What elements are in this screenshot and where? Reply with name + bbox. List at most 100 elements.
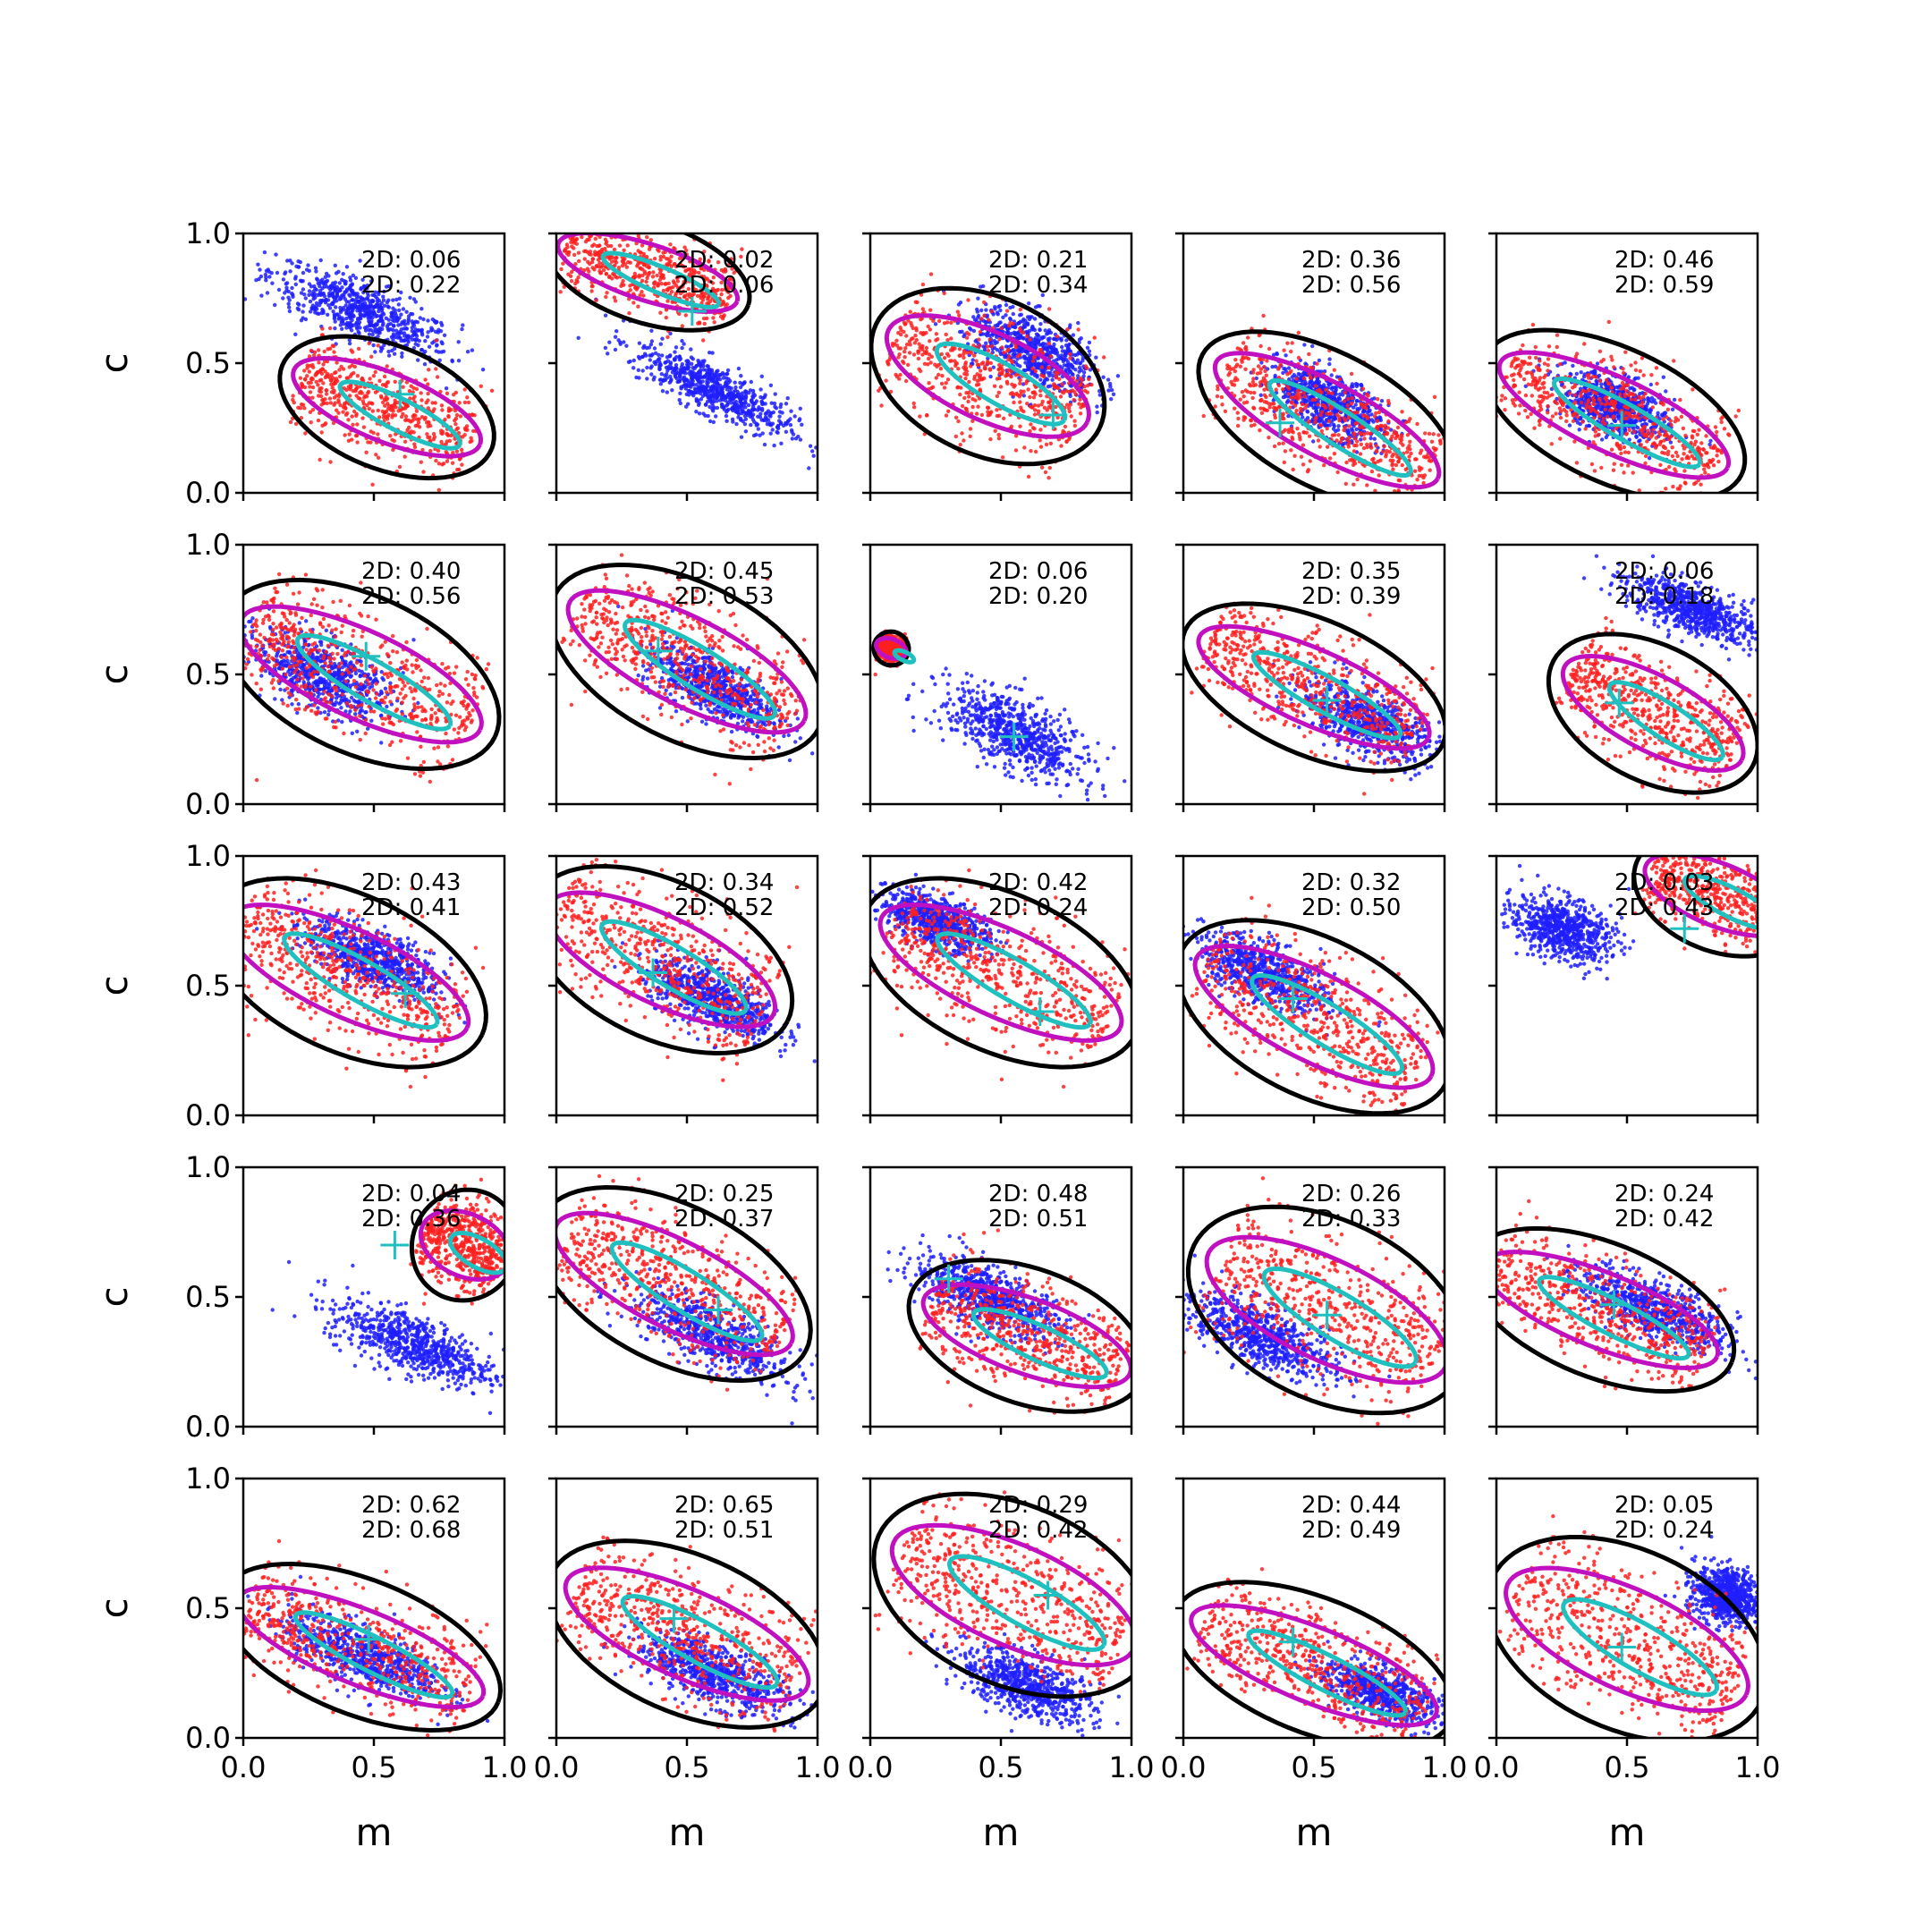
blue-point [402, 338, 407, 343]
blue-point [265, 291, 270, 295]
red-point [310, 377, 315, 381]
red-point [929, 386, 934, 391]
red-point [357, 391, 362, 395]
blue-point [746, 402, 751, 408]
red-point [1386, 498, 1390, 502]
red-point [922, 361, 928, 366]
blue-point [395, 316, 400, 321]
blue-point [719, 386, 724, 391]
blue-point [682, 342, 686, 346]
red-point [986, 405, 991, 411]
blue-point [694, 399, 699, 403]
red-point [934, 332, 939, 336]
red-point [1018, 400, 1022, 404]
blue-point [1045, 345, 1049, 350]
red-point [903, 346, 908, 351]
red-point [471, 428, 476, 433]
red-point [1259, 411, 1265, 415]
red-point [1281, 429, 1285, 434]
blue-point [404, 343, 410, 348]
red-point [720, 288, 724, 292]
blue-point [1372, 436, 1377, 441]
red-point [327, 346, 333, 351]
red-point [903, 378, 909, 384]
red-point [587, 217, 590, 221]
red-point [593, 252, 597, 257]
red-point [641, 251, 646, 257]
red-point [1419, 466, 1424, 470]
red-point [562, 284, 566, 289]
blue-point [331, 309, 335, 314]
blue-scatter-series [243, 250, 504, 393]
red-point [599, 199, 603, 202]
blue-point [631, 366, 636, 370]
blue-point [294, 264, 299, 268]
blue-point [698, 368, 703, 373]
red-point [986, 348, 991, 353]
blue-point [402, 334, 407, 338]
red-point [1040, 399, 1045, 404]
black-contour [556, 233, 752, 333]
red-point [1325, 427, 1329, 431]
red-point [305, 366, 309, 370]
red-point [669, 290, 674, 294]
blue-point [344, 322, 349, 327]
blue-point [287, 309, 292, 314]
red-point [956, 367, 961, 371]
red-point [1372, 414, 1377, 419]
red-point [939, 352, 945, 357]
red-point [573, 262, 578, 267]
blue-point [1321, 385, 1326, 390]
red-point [360, 377, 365, 382]
red-point [585, 225, 589, 228]
blue-point [308, 309, 313, 314]
red-point [1048, 354, 1054, 359]
blue-point [461, 323, 465, 327]
red-point [439, 403, 445, 408]
blue-point [1080, 359, 1085, 363]
red-point [691, 292, 696, 296]
red-point [355, 374, 360, 378]
blue-point [1063, 351, 1068, 356]
red-point [640, 243, 645, 248]
blue-point [386, 284, 391, 289]
red-point [647, 271, 651, 275]
blue-point [370, 311, 376, 316]
blue-point [636, 368, 640, 372]
red-point [376, 455, 381, 460]
red-point [298, 406, 303, 411]
red-point [899, 328, 903, 333]
blue-point [406, 317, 411, 321]
red-point [1030, 366, 1035, 371]
red-point [924, 350, 929, 354]
red-point [658, 254, 663, 259]
y-tick-label: 0.0 [185, 476, 231, 510]
blue-point [348, 320, 352, 325]
blue-point [1030, 371, 1034, 376]
red-point [675, 279, 681, 284]
blue-point [394, 328, 399, 333]
blue-point [299, 318, 304, 323]
cyan-contour [337, 379, 462, 451]
red-point [312, 350, 318, 354]
red-point [953, 434, 959, 439]
blue-point [1333, 415, 1337, 419]
red-point [916, 356, 921, 361]
red-point [674, 291, 679, 295]
blue-point [738, 398, 742, 402]
red-point [589, 284, 594, 289]
red-point [660, 273, 665, 277]
red-point [381, 415, 386, 420]
blue-point [972, 318, 978, 322]
red-point [657, 277, 663, 282]
blue-point [1318, 385, 1322, 389]
red-point [965, 351, 970, 355]
red-point [324, 421, 328, 426]
red-point [884, 378, 888, 383]
blue-point [392, 323, 396, 328]
cyan-contour [934, 341, 1068, 427]
red-point [628, 284, 632, 288]
blue-point [658, 382, 663, 386]
blue-point [264, 278, 268, 283]
magenta-contour [291, 355, 484, 459]
